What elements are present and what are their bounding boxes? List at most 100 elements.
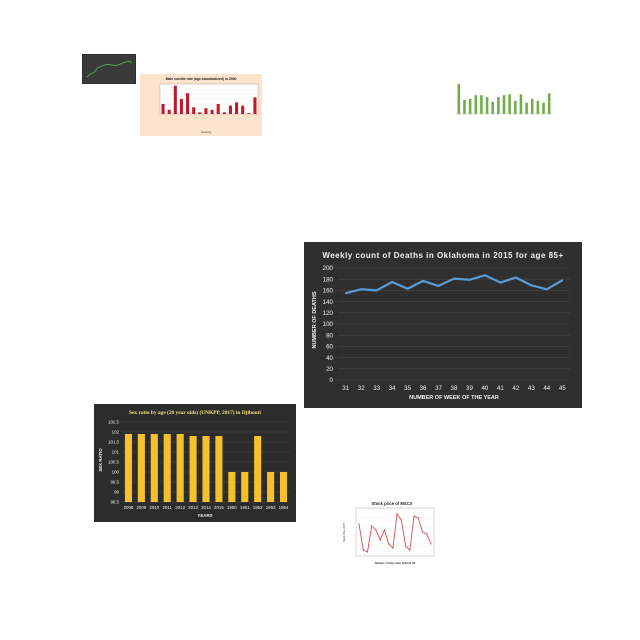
y-tick-label: 102 (112, 430, 120, 435)
x-tick-label: 45 (559, 385, 566, 392)
thumbnail-line-chart (81, 53, 137, 85)
data-point (360, 288, 362, 291)
sexratio-chart-svg: Sex ratio by age (20 year olds) (UNKPP, … (94, 404, 296, 522)
data-point (375, 529, 377, 531)
data-point (561, 279, 564, 282)
x-tick-label: 1952 (253, 505, 263, 510)
x-tick-label: 42 (512, 385, 519, 392)
weekly-deaths-line-chart: Weekly count of Deaths in Oklahoma in 20… (304, 242, 582, 408)
chart-background (446, 68, 558, 148)
bar (247, 113, 251, 114)
y-axis-label: Stock Price (NMY) (343, 522, 346, 542)
bar (228, 105, 232, 114)
x-tick-label: 1954 (279, 505, 289, 510)
bar (167, 109, 171, 114)
bar (542, 102, 545, 114)
x-axis-label: YEARS (197, 513, 212, 518)
x-tick-label: 39 (466, 385, 473, 392)
bar (253, 97, 257, 114)
bar (216, 104, 220, 114)
data-point (371, 525, 373, 527)
bar (502, 95, 506, 114)
bar (485, 97, 489, 114)
data-point (396, 513, 398, 515)
bar (491, 101, 494, 114)
x-tick-label: 2015 (214, 505, 224, 510)
x-tick-label: 35 (404, 385, 411, 392)
data-point (409, 549, 411, 551)
bar (457, 83, 461, 114)
data-point (421, 531, 424, 533)
data-point (413, 515, 415, 517)
bar (176, 434, 184, 502)
green-bar-chart (446, 68, 558, 148)
x-tick-label: 2009 (136, 505, 146, 510)
x-tick-label: 31 (342, 385, 349, 392)
x-axis-label: Number of Days after 2012-02-08 (375, 561, 416, 565)
y-tick-label: 40 (326, 355, 333, 362)
y-tick-label: 100.5 (108, 460, 120, 465)
chart-title: Sex ratio by age (20 year olds) (UNKPP, … (129, 409, 261, 416)
y-tick-label: 160 (323, 288, 334, 295)
bar (474, 95, 478, 114)
data-point (400, 519, 402, 521)
x-tick-label: 34 (389, 385, 396, 392)
data-point (437, 285, 440, 287)
y-tick-label: 0 (330, 377, 334, 384)
y-tick-label: 98.5 (110, 500, 119, 505)
bar (189, 436, 197, 502)
x-tick-label: 36 (420, 385, 427, 392)
data-point (379, 539, 381, 541)
bar (497, 97, 500, 114)
bar (235, 102, 239, 114)
chart-title: Stock price of MSCX (372, 501, 413, 506)
data-point (344, 292, 347, 294)
y-tick-label: 102.5 (108, 420, 120, 425)
x-tick-label: 43 (528, 385, 535, 392)
bar (508, 94, 511, 114)
bar (222, 112, 226, 114)
x-tick-label: 1950 (227, 505, 237, 510)
x-tick-label: 1951 (240, 505, 250, 510)
data-point (499, 281, 502, 284)
data-point (546, 288, 548, 291)
data-point (366, 551, 369, 553)
stock-chart-svg: Stock price of MSCX Stock Price (NMY) Nu… (340, 498, 438, 568)
bar (530, 98, 534, 114)
series-line (86, 60, 133, 78)
x-tick-label: 38 (451, 385, 458, 392)
x-tick-label: 41 (497, 385, 504, 392)
bar (124, 434, 133, 502)
x-tick-label: 44 (543, 385, 550, 392)
chart-background (81, 53, 137, 85)
series-line (358, 512, 432, 553)
bar (241, 105, 245, 114)
bar (468, 98, 472, 114)
bar (137, 434, 145, 502)
y-tick-label: 80 (326, 332, 333, 339)
bar (547, 93, 551, 114)
x-tick-label: 2011 (163, 505, 173, 510)
y-tick-label: 180 (323, 276, 334, 283)
x-tick-label: 33 (373, 385, 380, 392)
stock-price-line-chart: Stock price of MSCX Stock Price (NMY) Nu… (340, 498, 438, 568)
x-tick-label: 2014 (201, 505, 211, 510)
data-point (391, 281, 393, 283)
sex-ratio-bar-chart: Sex ratio by age (20 year olds) (UNKPP, … (94, 404, 296, 522)
bar (514, 100, 517, 114)
thumbnail-chart-svg (81, 53, 137, 85)
y-tick-label: 140 (323, 299, 334, 306)
bar (210, 109, 214, 114)
data-point (530, 284, 533, 287)
data-point (406, 287, 409, 290)
chart-title: Weekly count of Deaths in Oklahoma in 20… (322, 251, 563, 260)
x-tick-label: 2012 (175, 505, 185, 510)
y-tick-label: 101 (112, 450, 120, 455)
weekly-chart-svg: Weekly count of Deaths in Oklahoma in 20… (304, 242, 582, 408)
bar (463, 99, 466, 114)
bar (480, 95, 483, 114)
male-suicide-bar-chart: Male suicide rate (age-standardized) in … (140, 74, 262, 136)
bar (173, 85, 177, 114)
bar (186, 93, 190, 114)
data-point (404, 545, 407, 547)
